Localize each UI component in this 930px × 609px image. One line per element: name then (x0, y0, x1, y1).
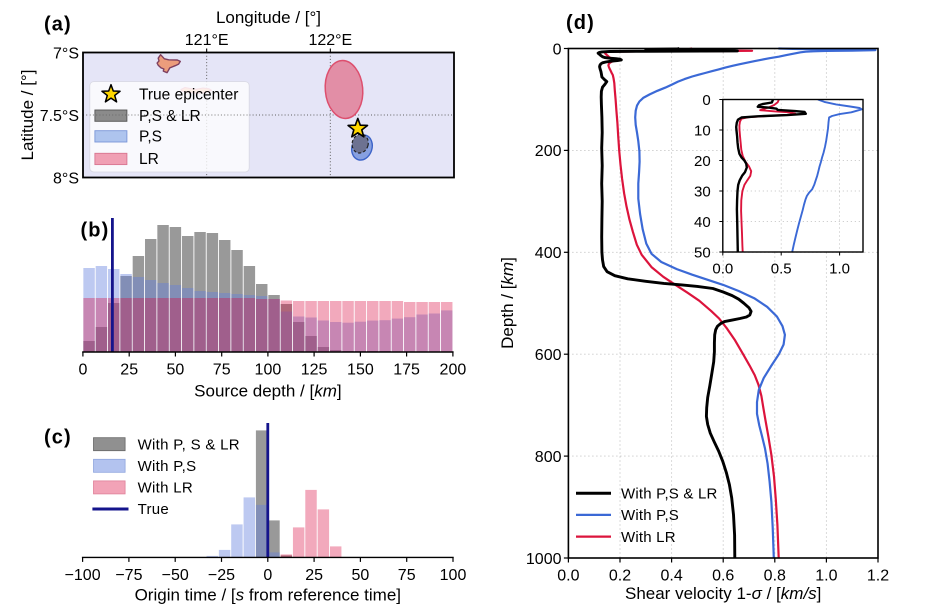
svg-text:0.4: 0.4 (660, 567, 682, 584)
svg-text:50: 50 (694, 244, 711, 261)
svg-text:40: 40 (694, 214, 711, 231)
svg-text:200: 200 (440, 361, 467, 378)
svg-text:With LR: With LR (138, 480, 193, 497)
svg-text:20: 20 (694, 153, 711, 170)
svg-text:−50: −50 (162, 567, 189, 584)
svg-text:400: 400 (535, 245, 562, 262)
svg-text:0: 0 (263, 567, 272, 584)
svg-text:7.5°S: 7.5°S (40, 108, 79, 125)
svg-text:100: 100 (255, 361, 282, 378)
svg-text:75: 75 (213, 361, 231, 378)
svg-text:800: 800 (535, 449, 562, 466)
svg-text:1.0: 1.0 (815, 567, 837, 584)
svg-text:Depth / [km]: Depth / [km] (498, 257, 517, 349)
svg-text:Source depth / [km]: Source depth / [km] (194, 382, 341, 401)
svg-text:−100: −100 (65, 567, 101, 584)
svg-text:True: True (138, 501, 170, 518)
svg-text:(d): (d) (566, 12, 595, 34)
svg-text:0.5: 0.5 (771, 261, 792, 278)
svg-text:−75: −75 (115, 567, 142, 584)
svg-text:−25: −25 (208, 567, 235, 584)
svg-text:True epicenter: True epicenter (139, 86, 238, 103)
svg-text:8°S: 8°S (53, 170, 79, 187)
svg-text:25: 25 (305, 567, 323, 584)
svg-text:With LR: With LR (621, 529, 676, 546)
svg-text:(b): (b) (81, 220, 110, 242)
svg-text:With P, S & LR: With P, S & LR (138, 436, 240, 453)
svg-text:LR: LR (139, 151, 159, 168)
svg-text:100: 100 (440, 567, 467, 584)
svg-text:Origin time / [s from referenc: Origin time / [s from reference time] (135, 586, 401, 605)
svg-text:0.0: 0.0 (712, 261, 733, 278)
svg-text:30: 30 (694, 183, 711, 200)
svg-text:P,S: P,S (139, 128, 162, 145)
svg-text:(a): (a) (44, 13, 72, 35)
svg-text:0.2: 0.2 (609, 567, 631, 584)
svg-text:10: 10 (694, 122, 711, 139)
svg-text:50: 50 (167, 361, 185, 378)
svg-text:1000: 1000 (526, 551, 562, 568)
svg-text:7°S: 7°S (53, 45, 79, 62)
svg-text:0: 0 (553, 41, 562, 58)
svg-text:0: 0 (702, 92, 710, 109)
svg-text:50: 50 (352, 567, 370, 584)
svg-text:P,S & LR: P,S & LR (139, 108, 201, 125)
svg-text:Shear velocity 1-σ / [km/s]: Shear velocity 1-σ / [km/s] (625, 584, 821, 603)
svg-text:121°E: 121°E (185, 32, 229, 49)
svg-text:200: 200 (535, 143, 562, 160)
svg-text:(c): (c) (44, 427, 72, 449)
svg-text:600: 600 (535, 347, 562, 364)
svg-text:1.2: 1.2 (867, 567, 889, 584)
svg-text:0: 0 (78, 361, 87, 378)
svg-text:175: 175 (393, 361, 420, 378)
svg-text:25: 25 (120, 361, 138, 378)
svg-text:75: 75 (398, 567, 416, 584)
svg-text:With P,S: With P,S (138, 458, 197, 475)
svg-text:Longitude / [°]: Longitude / [°] (216, 8, 321, 27)
svg-text:122°E: 122°E (308, 32, 352, 49)
svg-text:125: 125 (301, 361, 328, 378)
svg-text:1.0: 1.0 (829, 261, 850, 278)
svg-text:0.6: 0.6 (712, 567, 734, 584)
svg-text:With P,S: With P,S (621, 507, 679, 524)
svg-text:Latitude / [°]: Latitude / [°] (18, 70, 37, 161)
svg-text:0.0: 0.0 (557, 567, 579, 584)
svg-text:150: 150 (347, 361, 374, 378)
svg-text:With P,S & LR: With P,S & LR (621, 486, 718, 503)
svg-text:0.8: 0.8 (764, 567, 786, 584)
